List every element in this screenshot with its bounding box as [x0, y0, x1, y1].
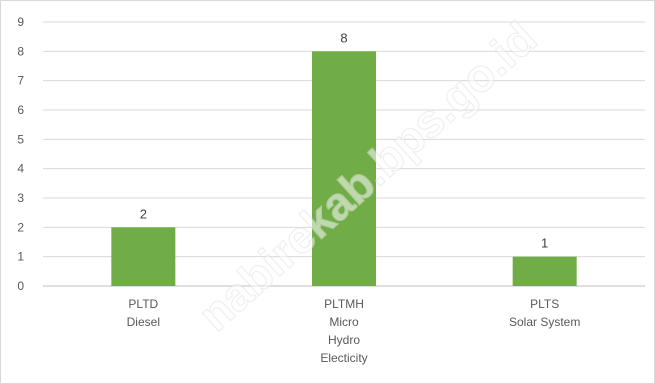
data-label: 2 — [140, 206, 147, 221]
y-tick-label: 8 — [17, 44, 24, 58]
x-tick-label: PLTS — [530, 297, 559, 311]
x-tick-label: PLTMH — [324, 297, 364, 311]
y-tick-label: 2 — [17, 220, 24, 234]
y-tick-label: 9 — [17, 15, 24, 29]
y-tick-label: 3 — [17, 191, 24, 205]
bar — [111, 227, 176, 286]
x-tick-label: Solar System — [509, 315, 580, 329]
y-tick-label: 5 — [17, 132, 24, 146]
x-tick-label: PLTD — [128, 297, 158, 311]
y-axis: 0 1 2 3 4 5 6 7 8 9 — [17, 15, 24, 293]
x-tick-label: Diesel — [127, 315, 160, 329]
y-tick-label: 0 — [17, 279, 24, 293]
x-tick-label: Electicity — [320, 351, 367, 365]
data-label: 8 — [340, 30, 347, 45]
x-tick-label: Micro — [329, 315, 359, 329]
y-tick-label: 4 — [17, 162, 24, 176]
x-tick-label: Hydro — [328, 333, 360, 347]
data-label: 1 — [541, 236, 548, 251]
y-tick-label: 7 — [17, 74, 24, 88]
y-tick-label: 1 — [17, 250, 24, 264]
x-axis: PLTD Diesel PLTMH Micro Hydro Electicity PLTS S… — [127, 297, 581, 365]
bar — [312, 51, 376, 287]
bar — [512, 256, 577, 286]
bars: 2 8 1 — [111, 30, 577, 287]
y-tick-label: 6 — [17, 103, 24, 117]
